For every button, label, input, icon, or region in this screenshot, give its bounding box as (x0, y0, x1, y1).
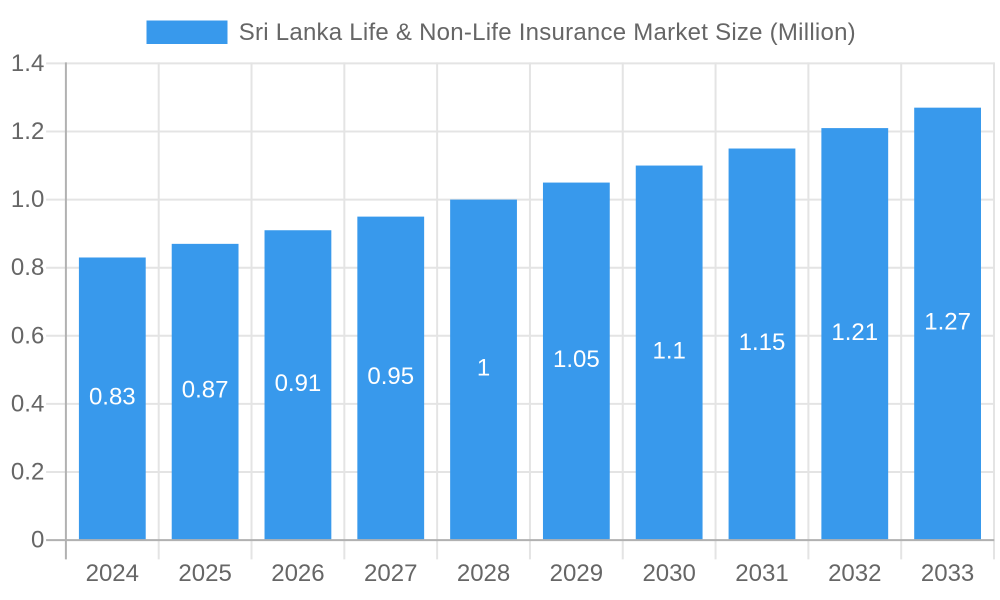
svg-text:2028: 2028 (457, 560, 510, 587)
svg-text:0.87: 0.87 (182, 377, 229, 404)
svg-text:2027: 2027 (364, 560, 417, 587)
svg-text:2030: 2030 (642, 560, 695, 587)
svg-text:2025: 2025 (178, 560, 231, 587)
svg-text:1: 1 (477, 355, 490, 382)
svg-text:0.6: 0.6 (11, 322, 44, 349)
svg-text:2026: 2026 (271, 560, 324, 587)
svg-text:0.91: 0.91 (275, 370, 322, 397)
svg-text:1.1: 1.1 (652, 338, 685, 365)
svg-text:1.0: 1.0 (11, 186, 44, 213)
svg-text:Sri Lanka Life & Non-Life Insu: Sri Lanka Life & Non-Life Insurance Mark… (239, 19, 856, 46)
svg-text:0: 0 (31, 527, 44, 554)
svg-text:1.15: 1.15 (739, 329, 786, 356)
svg-text:0.95: 0.95 (367, 363, 414, 390)
svg-text:2032: 2032 (828, 560, 881, 587)
svg-text:0.2: 0.2 (11, 459, 44, 486)
svg-text:1.05: 1.05 (553, 346, 600, 373)
svg-text:1.4: 1.4 (11, 50, 44, 77)
svg-text:2024: 2024 (86, 560, 139, 587)
svg-text:0.8: 0.8 (11, 254, 44, 281)
svg-text:1.2: 1.2 (11, 118, 44, 145)
svg-text:2031: 2031 (735, 560, 788, 587)
svg-text:1.21: 1.21 (831, 319, 878, 346)
svg-text:2033: 2033 (921, 560, 974, 587)
svg-text:0.4: 0.4 (11, 390, 44, 417)
svg-text:1.27: 1.27 (924, 309, 971, 336)
svg-text:0.83: 0.83 (89, 383, 136, 410)
svg-text:2029: 2029 (550, 560, 603, 587)
